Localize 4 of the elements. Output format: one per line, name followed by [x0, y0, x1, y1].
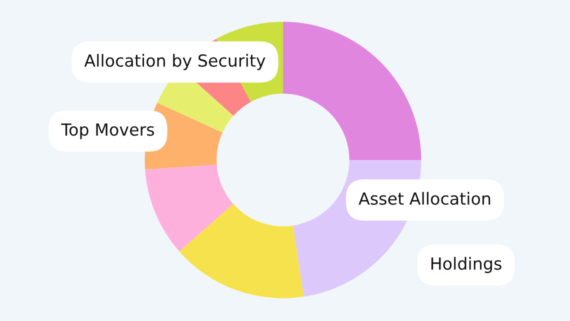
text: Allocation by Security: [84, 54, 266, 70]
text: Holdings: [431, 256, 502, 274]
text: Top Movers: [61, 123, 154, 140]
text: Asset Allocation: [358, 192, 490, 205]
